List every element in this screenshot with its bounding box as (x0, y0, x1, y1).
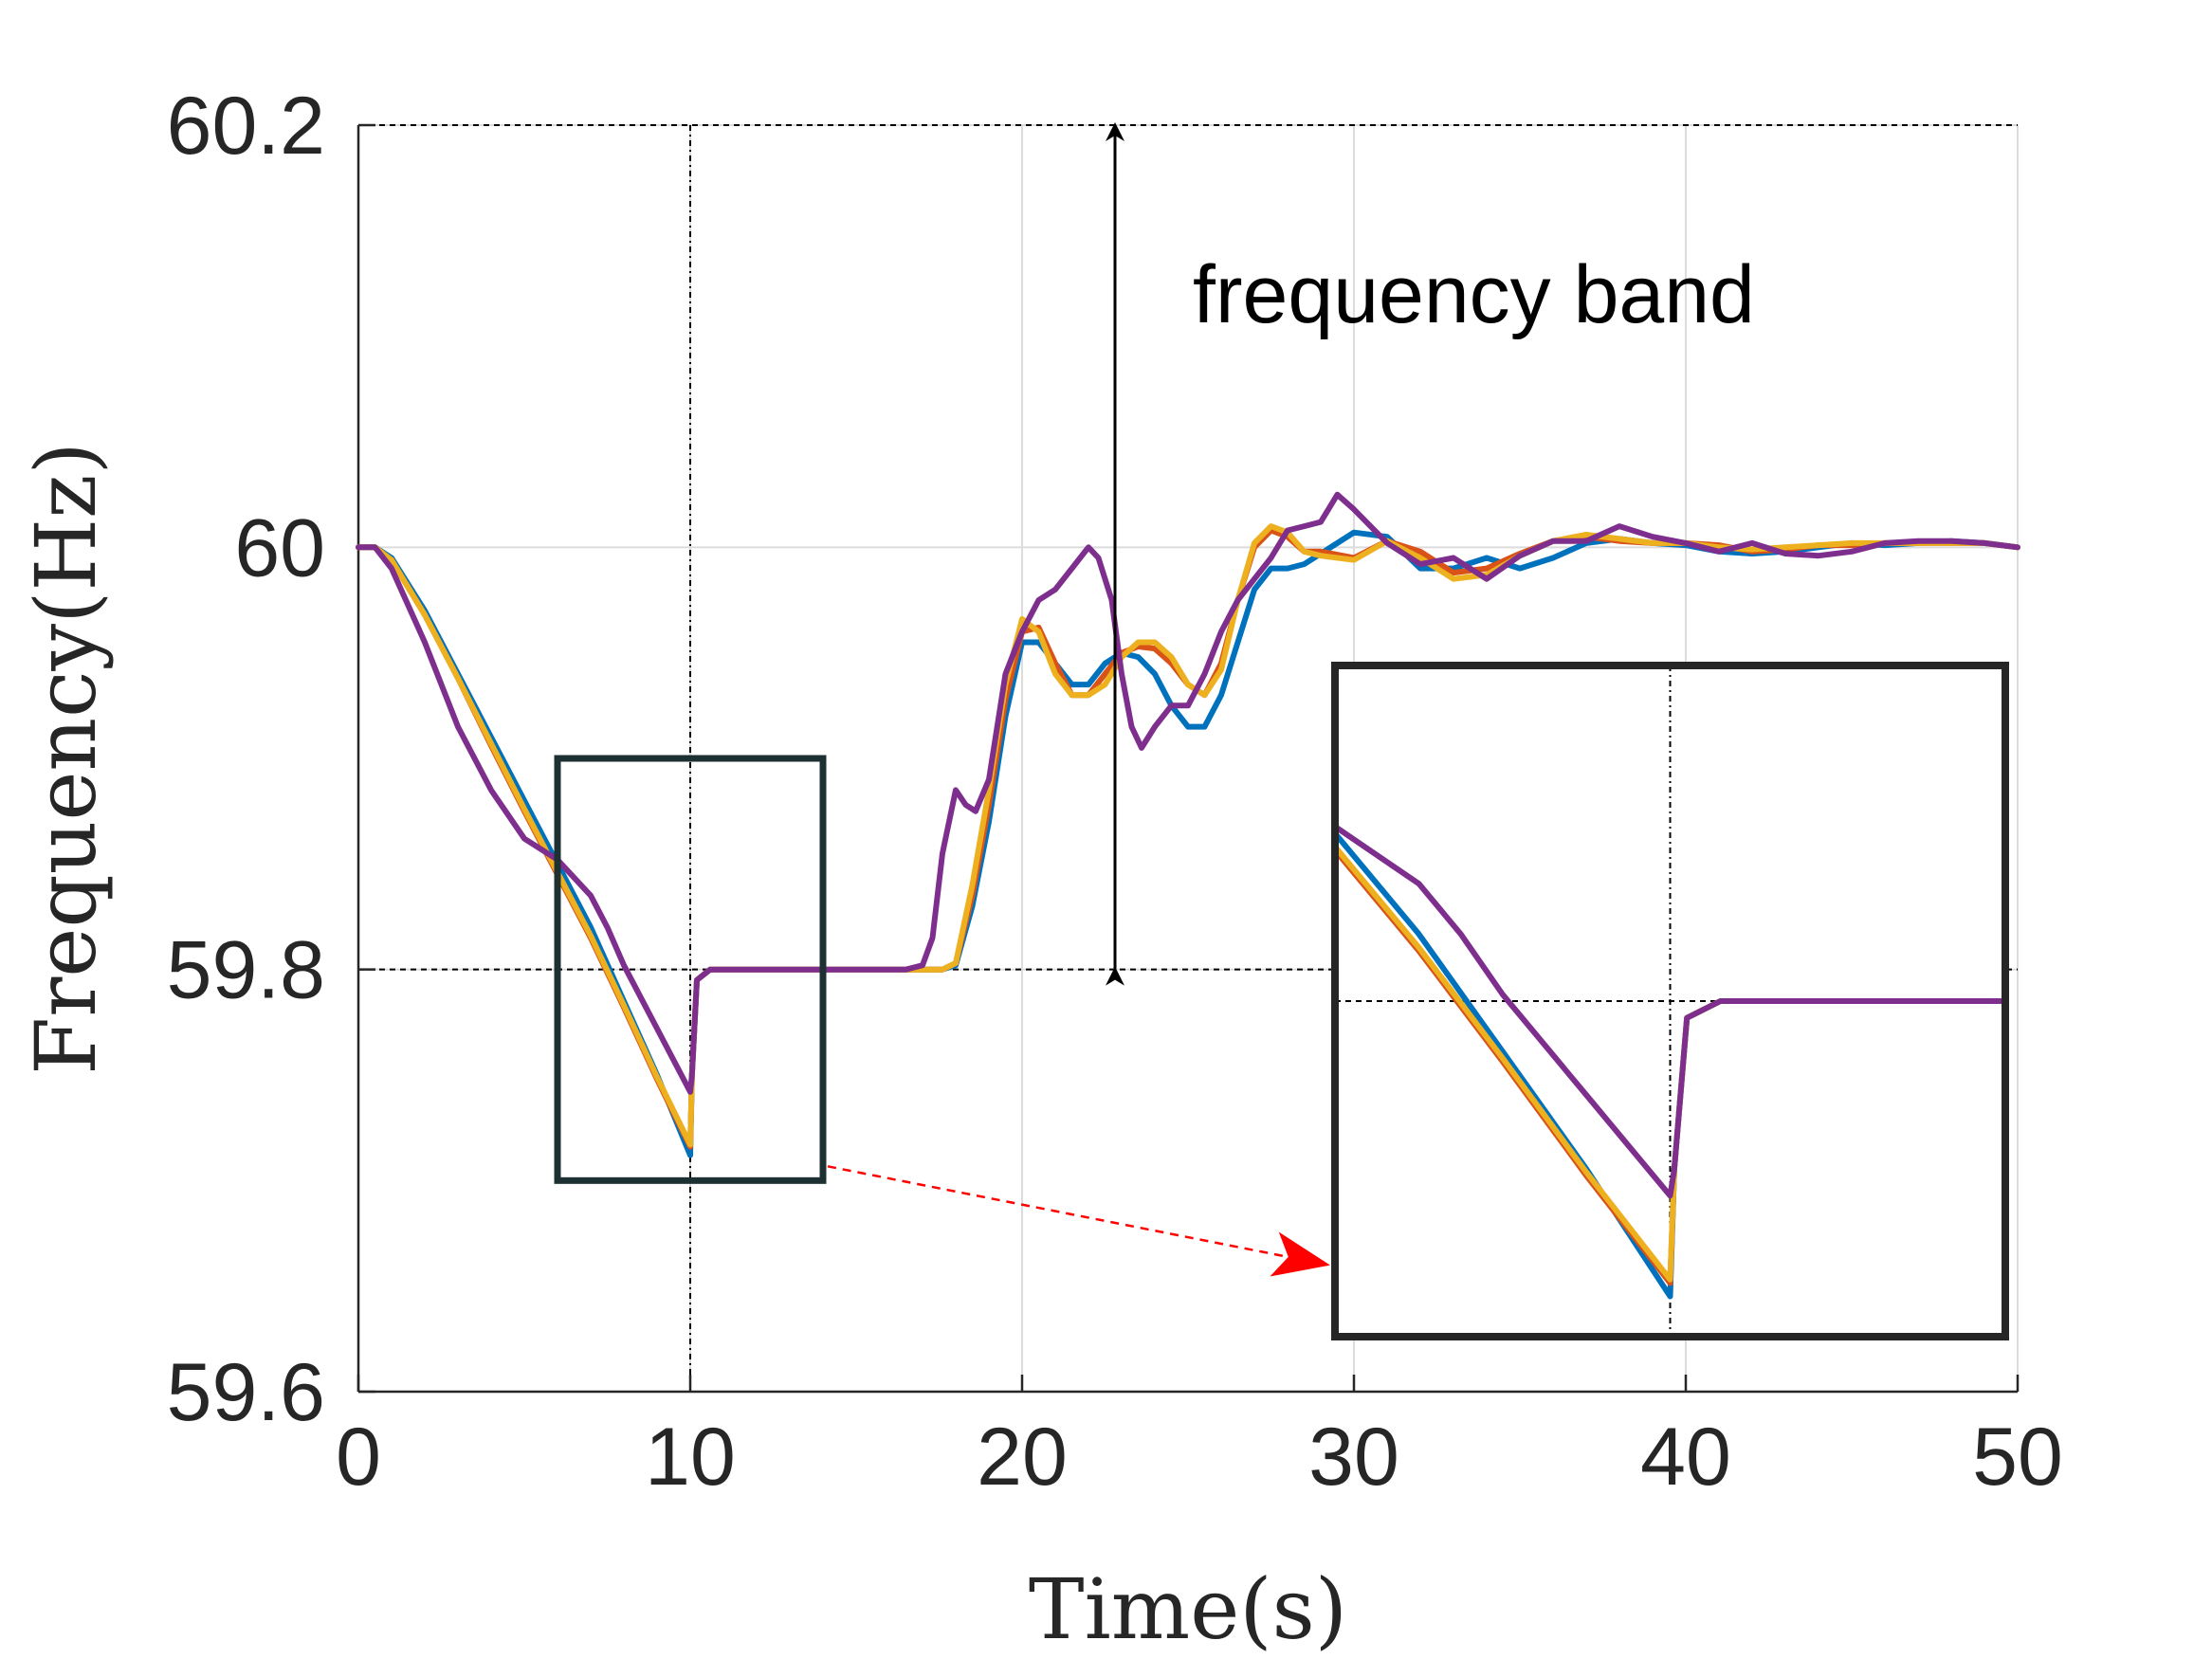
y-tick-label: 60.2 (167, 81, 325, 172)
x-tick-label: 0 (336, 1412, 381, 1503)
inset-series-line (1335, 829, 2005, 1300)
inset-frame (1331, 662, 2009, 1340)
inset-reference-lines (1335, 665, 2005, 1337)
inset-series-line (1335, 823, 2005, 1199)
inset-series-lines (1335, 823, 2005, 1300)
frequency-band-label: frequency band (1193, 249, 1755, 340)
x-tick-label: 50 (1972, 1412, 2063, 1503)
tick-labels: 0 10 20 30 40 50 59.6 59.8 60 60.2 (167, 81, 2063, 1503)
zoom-region-box (554, 755, 827, 1184)
x-tick-label: 40 (1640, 1412, 1731, 1503)
axes (356, 123, 2020, 1394)
x-tick-label: 20 (977, 1412, 1068, 1503)
inset-series-line (1335, 842, 2005, 1283)
series-line (356, 523, 2020, 1148)
x-axis-title: Time(s) (1029, 1560, 1347, 1658)
y-tick-label: 60 (234, 502, 325, 593)
x-tick-label: 10 (645, 1412, 736, 1503)
zoom-inset (1331, 662, 2009, 1340)
y-tick-label: 59.6 (167, 1347, 325, 1438)
y-tick-label: 59.8 (167, 925, 325, 1016)
x-tick-label: 30 (1308, 1412, 1399, 1503)
y-axis-title: Frequency(Hz) (17, 442, 115, 1075)
